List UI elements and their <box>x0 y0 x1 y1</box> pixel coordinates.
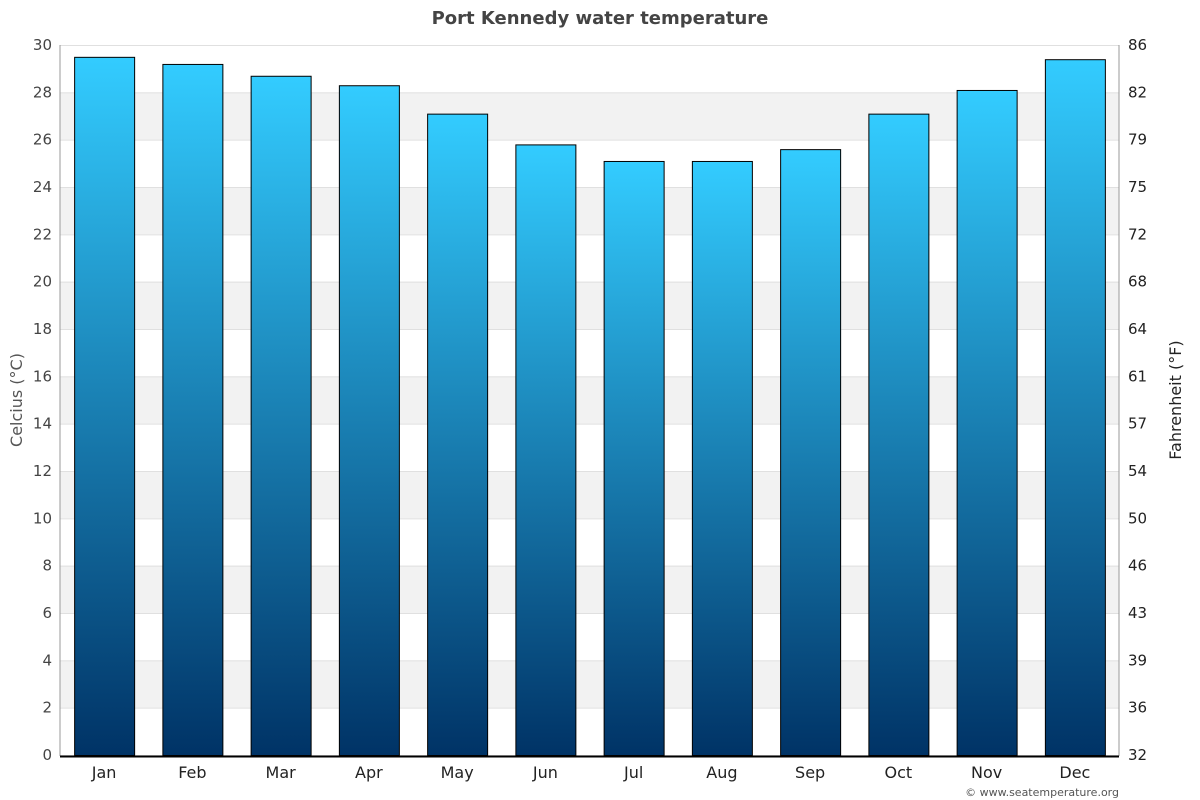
x-tick-label: Nov <box>971 763 1002 782</box>
y-tick-label-left: 4 <box>42 651 52 669</box>
grid-band <box>60 92 1119 140</box>
x-tick-label: May <box>441 763 474 782</box>
y-tick-label-left: 26 <box>33 131 52 149</box>
x-tick-label: Jul <box>623 763 643 782</box>
grid-band <box>60 660 1119 708</box>
bar-may <box>427 113 489 756</box>
grid-band <box>60 565 1119 613</box>
x-tick-label: Sep <box>795 763 825 782</box>
x-tick-label: Jan <box>91 763 117 782</box>
y-tick-label-left: 0 <box>42 746 52 764</box>
y-tick-label-right: 82 <box>1128 83 1147 101</box>
y-tick-label-right: 46 <box>1128 557 1147 575</box>
y-tick-label-left: 14 <box>33 415 52 433</box>
x-tick-label: Mar <box>266 763 297 782</box>
y-tick-label-left: 10 <box>33 509 52 527</box>
y-tick-label-left: 28 <box>33 83 52 101</box>
y-tick-label-left: 12 <box>33 462 52 480</box>
bar-oct <box>868 113 930 756</box>
bar-jan <box>74 56 136 757</box>
y-tick-label-right: 50 <box>1128 509 1147 527</box>
y-tick-label-right: 75 <box>1128 178 1147 196</box>
x-tick-label: Oct <box>885 763 913 782</box>
x-tick-label: Feb <box>178 763 206 782</box>
bar-apr <box>338 85 400 756</box>
credit-text: © www.seatemperature.org <box>965 786 1119 799</box>
bar-feb <box>162 63 224 756</box>
chart-title: Port Kennedy water temperature <box>432 8 769 29</box>
bar-sep <box>780 149 842 756</box>
y-tick-label-left: 24 <box>33 178 52 196</box>
y-tick-label-right: 68 <box>1128 273 1147 291</box>
y-tick-label-right: 61 <box>1128 367 1147 385</box>
x-tick-label: Apr <box>355 763 383 782</box>
y-tick-label-right: 86 <box>1128 36 1147 54</box>
x-tick-label: Aug <box>706 763 737 782</box>
y-tick-label-left: 16 <box>33 367 52 385</box>
y-tick-label-right: 39 <box>1128 651 1147 669</box>
y-tick-label-right: 72 <box>1128 225 1147 243</box>
bar-aug <box>691 160 753 756</box>
bar-jul <box>603 160 665 756</box>
bar-jun <box>515 144 577 756</box>
grid-band <box>60 471 1119 519</box>
y-tick-label-left: 22 <box>33 225 52 243</box>
y-axis-label-right: Fahrenheit (°F) <box>1166 340 1185 459</box>
bar-nov <box>956 89 1018 756</box>
y-tick-label-right: 54 <box>1128 462 1147 480</box>
y-tick-label-left: 30 <box>33 36 52 54</box>
y-tick-label-left: 18 <box>33 320 52 338</box>
grid-band <box>60 376 1119 424</box>
y-tick-label-right: 64 <box>1128 320 1147 338</box>
y-axis-label-left: Celcius (°C) <box>7 353 26 447</box>
y-tick-label-left: 2 <box>42 699 52 717</box>
x-tick-label: Dec <box>1059 763 1090 782</box>
bar-dec <box>1044 59 1106 756</box>
x-tick-label: Jun <box>532 763 558 782</box>
y-tick-label-right: 36 <box>1128 699 1147 717</box>
y-tick-label-left: 8 <box>42 557 52 575</box>
y-tick-label-left: 20 <box>33 273 52 291</box>
y-tick-label-right: 43 <box>1128 604 1147 622</box>
bar-mar <box>250 75 312 757</box>
grid-band <box>60 281 1119 329</box>
y-tick-label-right: 57 <box>1128 415 1147 433</box>
grid-band <box>60 187 1119 235</box>
y-tick-label-right: 32 <box>1128 746 1147 764</box>
y-tick-label-left: 6 <box>42 604 52 622</box>
y-tick-label-right: 79 <box>1128 131 1147 149</box>
